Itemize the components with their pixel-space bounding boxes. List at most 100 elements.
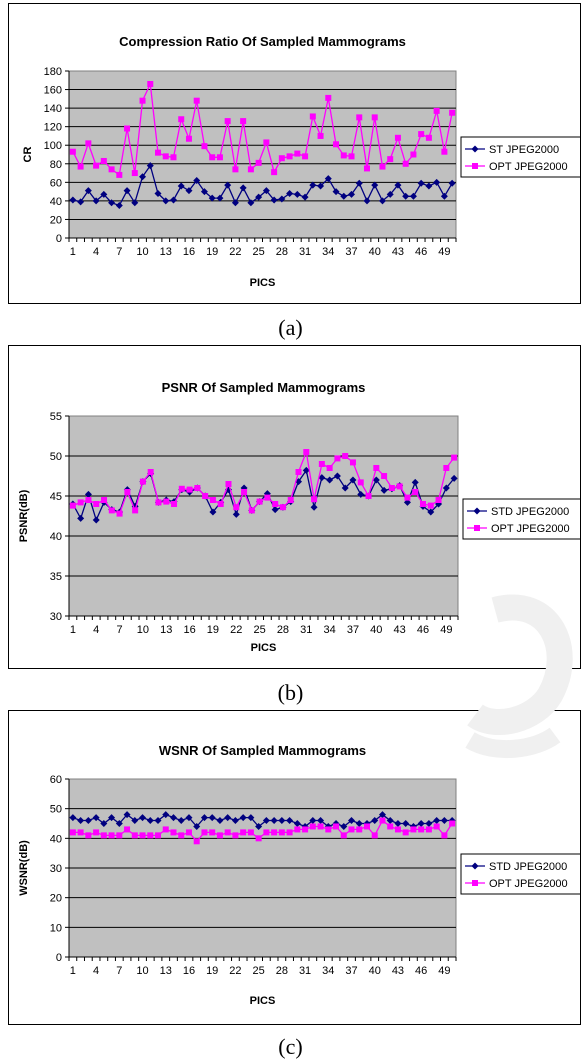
data-point <box>162 153 169 160</box>
data-point <box>340 192 348 200</box>
data-point <box>357 490 365 498</box>
data-point <box>208 194 216 202</box>
legend-label: OPT JPEG2000 <box>489 161 568 173</box>
x-tick-label: 34 <box>324 624 336 636</box>
y-tick-label: 55 <box>50 411 62 423</box>
data-point <box>200 814 208 822</box>
data-point <box>186 486 193 493</box>
data-point <box>278 155 285 162</box>
y-axis-label: WSNR(dB) <box>18 840 30 896</box>
data-point <box>433 817 441 825</box>
data-point <box>425 826 432 833</box>
data-point <box>363 197 371 205</box>
data-point <box>404 494 411 501</box>
data-point <box>193 97 200 104</box>
x-tick-label: 37 <box>345 246 357 258</box>
data-point <box>154 817 162 825</box>
x-tick-label: 19 <box>206 246 218 258</box>
data-point <box>162 811 170 819</box>
data-point <box>169 196 177 204</box>
data-point <box>108 507 115 514</box>
data-point <box>410 151 417 158</box>
y-tick-label: 45 <box>50 491 62 503</box>
x-tick-label: 40 <box>370 624 382 636</box>
x-tick-label: 40 <box>369 965 381 977</box>
data-point <box>77 499 84 506</box>
data-point <box>255 822 263 830</box>
data-point <box>440 192 448 200</box>
data-point <box>154 189 162 197</box>
data-point <box>216 194 224 202</box>
x-tick-label: 4 <box>93 965 99 977</box>
data-point <box>85 497 92 503</box>
data-point <box>325 94 332 101</box>
data-point <box>317 132 324 139</box>
x-tick-label: 7 <box>117 624 123 636</box>
data-point <box>92 516 100 524</box>
x-tick-label: 46 <box>415 965 427 977</box>
x-tick-label: 34 <box>322 246 334 258</box>
data-point <box>302 153 309 160</box>
data-point <box>93 829 100 836</box>
x-tick-label: 37 <box>347 624 359 636</box>
data-point <box>411 478 419 486</box>
y-tick-label: 0 <box>56 233 62 245</box>
data-point <box>185 814 193 822</box>
data-point <box>241 489 248 495</box>
data-point <box>139 173 147 181</box>
data-point <box>326 476 334 484</box>
data-point <box>433 178 441 186</box>
data-point <box>340 832 347 839</box>
chart-panel-wsnr: WSNR Of Sampled Mammograms 0 10 20 30 40 50 60 1… <box>8 710 581 1025</box>
data-point <box>239 814 247 822</box>
x-tick-label: 16 <box>183 624 195 636</box>
y-tick-label: 140 <box>44 103 62 115</box>
data-point <box>348 817 356 825</box>
data-point <box>100 820 108 827</box>
data-point <box>332 188 340 196</box>
data-point <box>441 148 448 155</box>
x-tick-label: 31 <box>299 246 311 258</box>
data-point <box>216 832 223 839</box>
y-axis-label: PSNR(dB) <box>18 489 30 542</box>
data-point <box>170 154 177 161</box>
data-point <box>93 501 100 507</box>
data-point <box>378 197 386 205</box>
data-point <box>270 817 278 825</box>
data-point <box>139 832 146 839</box>
chart-title: Compression Ratio Of Sampled Mammograms <box>119 34 406 49</box>
data-point <box>356 826 363 833</box>
data-point <box>425 182 433 190</box>
data-point <box>77 829 84 836</box>
x-tick-label: 25 <box>253 965 265 977</box>
data-point <box>441 832 448 839</box>
x-tick-label: 25 <box>253 624 265 636</box>
data-point <box>363 823 370 830</box>
data-point <box>443 465 450 471</box>
data-point <box>77 817 85 825</box>
data-point <box>271 506 279 514</box>
chart-0: Compression Ratio Of Sampled Mammograms 0… <box>22 34 580 289</box>
data-point <box>232 510 240 518</box>
legend-label: OPT JPEG2000 <box>489 878 568 890</box>
data-point <box>177 817 185 825</box>
data-point <box>116 171 123 178</box>
data-point <box>178 116 185 123</box>
data-point <box>240 118 247 125</box>
data-point <box>294 826 301 833</box>
data-point <box>185 829 192 836</box>
data-point <box>348 153 355 160</box>
data-point <box>139 478 146 485</box>
x-tick-label: 19 <box>206 965 218 977</box>
data-point <box>92 197 100 205</box>
data-point <box>209 497 216 503</box>
data-point <box>310 503 318 511</box>
y-tick-label: 30 <box>50 863 62 875</box>
data-point <box>325 826 332 833</box>
x-tick-label: 46 <box>417 624 429 636</box>
data-point <box>302 826 309 833</box>
y-tick-label: 50 <box>50 804 62 816</box>
data-point <box>101 497 108 503</box>
data-point <box>373 465 380 471</box>
x-tick-label: 4 <box>93 624 99 636</box>
